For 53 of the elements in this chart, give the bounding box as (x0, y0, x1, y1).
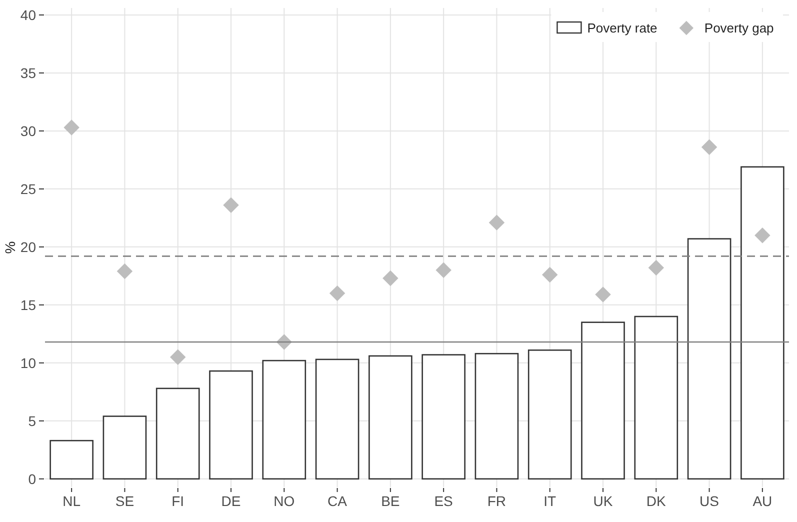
bar (422, 354, 466, 480)
y-tick-label: 25 (20, 180, 36, 197)
x-tick-label: FR (487, 493, 506, 509)
y-tick-label: 35 (20, 64, 36, 81)
bar (634, 316, 678, 480)
x-tick-label: NL (62, 493, 81, 509)
bar (102, 416, 147, 480)
bar (687, 238, 732, 480)
y-tick-label: 30 (20, 122, 36, 139)
point (542, 266, 558, 283)
x-tick-label: ES (434, 493, 453, 509)
bar (315, 358, 360, 480)
x-tick-label: CA (328, 493, 348, 509)
x-tick-label: US (700, 493, 720, 509)
y-tick-label: 20 (20, 238, 36, 255)
point (595, 286, 611, 302)
point (382, 270, 398, 286)
point (329, 285, 346, 302)
point (436, 262, 452, 278)
legend-label: Poverty rate (587, 20, 658, 36)
x-tick-label: BE (381, 493, 400, 509)
point (170, 349, 186, 365)
point (701, 139, 718, 156)
point (488, 214, 505, 230)
bar (209, 370, 253, 480)
x-tick-label: DE (221, 493, 241, 509)
bar (262, 360, 306, 480)
x-tick-label: AU (752, 493, 772, 509)
point (223, 197, 239, 214)
y-axis-title: % (2, 241, 18, 254)
x-tick-label: NO (274, 493, 295, 509)
bar (740, 166, 784, 480)
x-tick-label: SE (115, 493, 134, 509)
y-tick-label: 0 (28, 470, 36, 487)
bar (50, 440, 94, 480)
bar (156, 388, 200, 480)
y-tick-label: 15 (20, 296, 36, 313)
point (648, 260, 664, 276)
bar (581, 322, 625, 480)
x-tick-label: IT (544, 493, 557, 509)
point (116, 263, 133, 280)
bar (368, 355, 412, 480)
point (64, 120, 80, 136)
point (754, 227, 770, 244)
x-tick-label: DK (646, 493, 667, 509)
legend-label: Poverty gap (704, 20, 774, 36)
bar (474, 352, 519, 480)
bar (528, 349, 572, 480)
y-tick-label: 10 (20, 354, 36, 371)
y-tick-label: 40 (20, 6, 36, 23)
x-tick-label: UK (593, 493, 614, 509)
y-tick-label: 5 (28, 412, 36, 429)
x-tick-label: FI (172, 493, 184, 509)
